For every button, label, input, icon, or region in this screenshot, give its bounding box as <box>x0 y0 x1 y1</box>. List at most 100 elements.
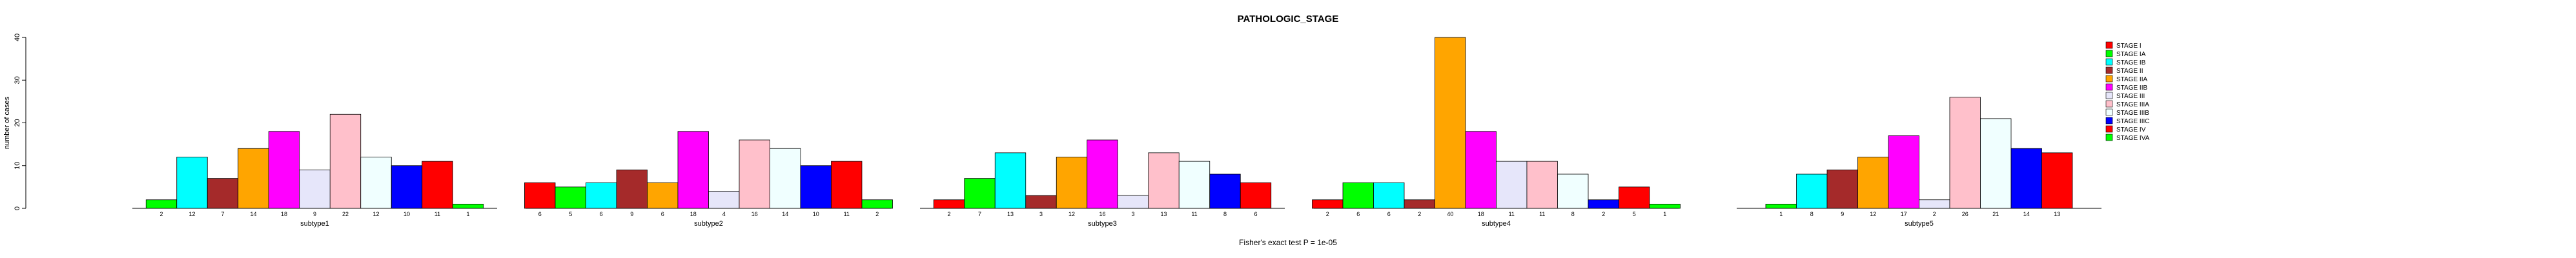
legend-item: STAGE IIIA <box>2105 100 2149 108</box>
bar <box>268 131 300 209</box>
bar-count-label: 3 <box>1131 211 1134 217</box>
legend-item: STAGE IIA <box>2105 75 2147 83</box>
y-tick-label: 30 <box>14 76 21 84</box>
bar <box>933 199 965 209</box>
bar-count-label: 8 <box>1810 211 1814 217</box>
bar-count-label: 1 <box>1779 211 1783 217</box>
bar <box>1857 157 1889 209</box>
bar <box>1557 174 1589 209</box>
subtype-label: subtype4 <box>1482 220 1511 228</box>
bar-count-label: 3 <box>1039 211 1043 217</box>
bar-count-label: 11 <box>1539 211 1545 217</box>
y-axis-label: number of cases <box>3 96 11 149</box>
legend-swatch <box>2105 117 2113 124</box>
bar <box>176 157 208 209</box>
bar <box>1980 118 2012 209</box>
bar-count-label: 1 <box>466 211 469 217</box>
bar <box>964 178 996 209</box>
legend-item: STAGE IIB <box>2105 83 2147 92</box>
bar <box>1312 199 1344 209</box>
bar <box>1649 203 1681 209</box>
bar <box>1826 169 1858 209</box>
bar <box>1765 203 1797 209</box>
legend-label: STAGE IIIC <box>2116 118 2150 125</box>
bar <box>391 165 423 209</box>
bar-group-subtype2: 6 5 6 9 6 18 4 16 14 10 11 2 subtype2 <box>524 131 893 228</box>
bar-count-label: 2 <box>1418 211 1421 217</box>
bar <box>1888 135 1919 209</box>
bar-count-label: 6 <box>1356 211 1360 217</box>
y-tick-label: 0 <box>14 206 21 210</box>
bar <box>739 139 770 209</box>
legend-item: STAGE III <box>2105 92 2145 100</box>
bar <box>1619 186 1650 209</box>
bar-count-label: 9 <box>1841 211 1844 217</box>
bar <box>452 203 484 209</box>
bar-count-label: 40 <box>1447 211 1453 217</box>
bar-count-label: 14 <box>250 211 256 217</box>
bar <box>207 178 239 209</box>
subtype-label: subtype2 <box>694 220 723 228</box>
bar-count-label: 2 <box>159 211 163 217</box>
bar <box>1404 199 1435 209</box>
bar <box>1465 131 1497 209</box>
bar-count-label: 11 <box>1191 211 1197 217</box>
legend-swatch <box>2105 66 2113 74</box>
bar <box>677 131 709 209</box>
bar-count-label: 14 <box>782 211 788 217</box>
bar-count-label: 16 <box>1099 211 1105 217</box>
legend-label: STAGE IVA <box>2116 135 2150 142</box>
chart-title: PATHOLOGIC_STAGE <box>1238 14 1339 25</box>
bar <box>422 161 453 209</box>
legend-item: STAGE IA <box>2105 50 2146 58</box>
bar <box>524 182 556 209</box>
subtype-label: subtype3 <box>1088 220 1117 228</box>
bar-count-label: 6 <box>600 211 603 217</box>
y-tick-label: 40 <box>14 34 21 41</box>
bar <box>145 199 178 209</box>
bar <box>1087 139 1118 209</box>
legend-item: STAGE IVA <box>2105 134 2150 142</box>
fisher-test-footnote: Fisher's exact test P = 1e-05 <box>1239 238 1337 247</box>
bar <box>800 165 832 209</box>
bar <box>555 186 586 209</box>
bar-count-label: 6 <box>661 211 664 217</box>
legend-swatch <box>2105 92 2113 99</box>
bar-count-label: 6 <box>1254 211 1257 217</box>
bar-count-label: 18 <box>690 211 697 217</box>
bar-count-label: 2 <box>947 211 950 217</box>
bar-count-label: 2 <box>875 211 879 217</box>
bar-count-label: 26 <box>1962 211 1968 217</box>
bar-count-label: 12 <box>1068 211 1075 217</box>
bar-count-label: 13 <box>2054 211 2060 217</box>
bar <box>2041 152 2073 209</box>
bar-count-label: 1 <box>1663 211 1666 217</box>
bar-count-label: 14 <box>2023 211 2030 217</box>
bar-count-label: 12 <box>1870 211 1876 217</box>
legend-item: STAGE II <box>2105 66 2143 75</box>
bar-count-label: 5 <box>569 211 572 217</box>
bar-count-label: 2 <box>1933 211 1936 217</box>
bar <box>1240 182 1272 209</box>
bar <box>1209 174 1241 209</box>
bar-count-label: 13 <box>1007 211 1014 217</box>
bar <box>831 161 863 209</box>
bar <box>1117 195 1149 209</box>
y-tick-label: 10 <box>14 162 21 170</box>
bar <box>1588 199 1619 209</box>
legend-swatch <box>2105 41 2113 49</box>
bar-count-label: 5 <box>1633 211 1636 217</box>
bar <box>1919 199 1950 209</box>
legend-label: STAGE IIIA <box>2116 101 2149 108</box>
bar-count-label: 22 <box>342 211 349 217</box>
bar <box>708 191 740 209</box>
bar-count-label: 9 <box>313 211 316 217</box>
bar-group-subtype3: 2 7 13 3 12 16 3 13 11 8 6 subtype3 <box>920 139 1285 228</box>
legend-label: STAGE II <box>2116 68 2143 75</box>
legend-label: STAGE I <box>2116 43 2142 50</box>
legend-swatch <box>2105 134 2113 141</box>
bar-count-label: 9 <box>630 211 633 217</box>
bar <box>647 182 679 209</box>
